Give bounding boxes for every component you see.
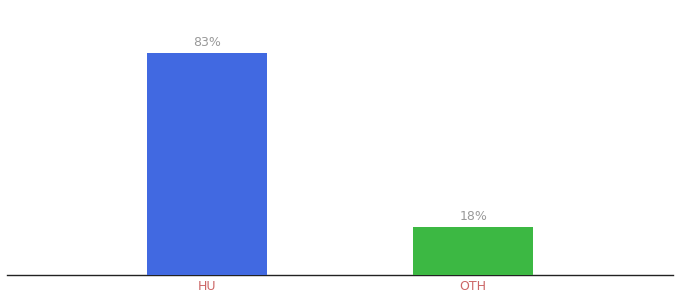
Text: 83%: 83% [193,35,221,49]
Bar [147,52,267,275]
Text: 18%: 18% [459,210,487,223]
Bar [413,227,533,275]
